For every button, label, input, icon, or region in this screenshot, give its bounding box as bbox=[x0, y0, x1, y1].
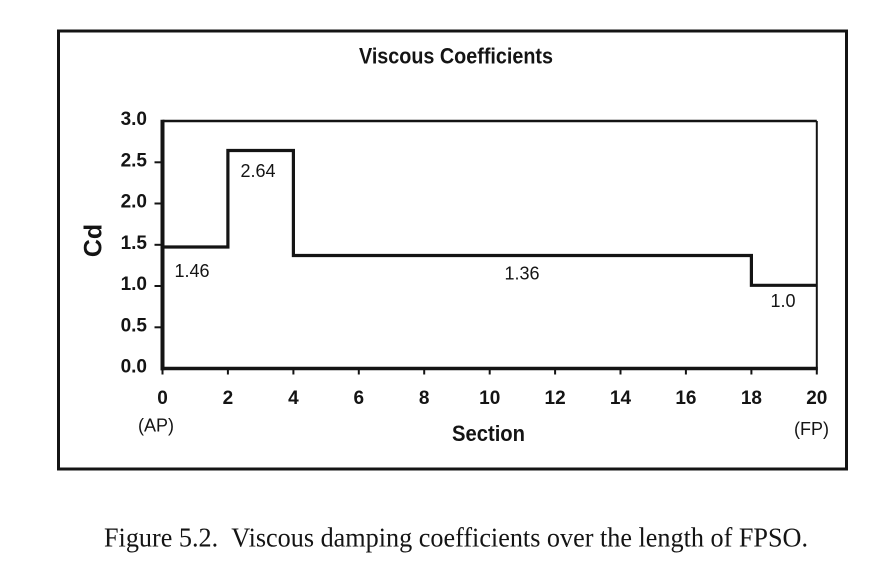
svg-text:1.0: 1.0 bbox=[121, 274, 147, 295]
svg-text:2.5: 2.5 bbox=[121, 150, 148, 171]
svg-text:Viscous Coefficients: Viscous Coefficients bbox=[359, 44, 553, 69]
svg-text:0: 0 bbox=[157, 388, 168, 409]
svg-text:10: 10 bbox=[479, 388, 500, 409]
svg-text:4: 4 bbox=[288, 388, 299, 409]
svg-text:0.5: 0.5 bbox=[121, 315, 148, 336]
svg-text:6: 6 bbox=[354, 388, 365, 409]
svg-text:(AP): (AP) bbox=[138, 416, 174, 436]
svg-text:1.46: 1.46 bbox=[174, 261, 209, 281]
svg-text:2: 2 bbox=[223, 388, 234, 409]
svg-text:0.0: 0.0 bbox=[121, 357, 147, 378]
svg-text:(FP): (FP) bbox=[794, 419, 829, 439]
svg-text:3.0: 3.0 bbox=[121, 109, 147, 130]
svg-text:14: 14 bbox=[610, 388, 632, 409]
svg-text:1.36: 1.36 bbox=[504, 264, 539, 284]
svg-text:20: 20 bbox=[806, 388, 827, 409]
svg-text:Section: Section bbox=[452, 421, 525, 446]
svg-text:12: 12 bbox=[545, 388, 566, 409]
svg-text:18: 18 bbox=[741, 388, 762, 409]
svg-text:Figure 5.2. Viscous damping c: Figure 5.2. Viscous damping coefficients… bbox=[104, 523, 808, 553]
svg-text:2.64: 2.64 bbox=[240, 161, 275, 181]
svg-text:1.5: 1.5 bbox=[121, 233, 148, 254]
svg-text:1.0: 1.0 bbox=[770, 291, 795, 311]
svg-text:2.0: 2.0 bbox=[121, 192, 147, 213]
svg-text:Cd: Cd bbox=[80, 224, 108, 257]
svg-text:8: 8 bbox=[419, 388, 430, 409]
svg-text:16: 16 bbox=[675, 388, 696, 409]
